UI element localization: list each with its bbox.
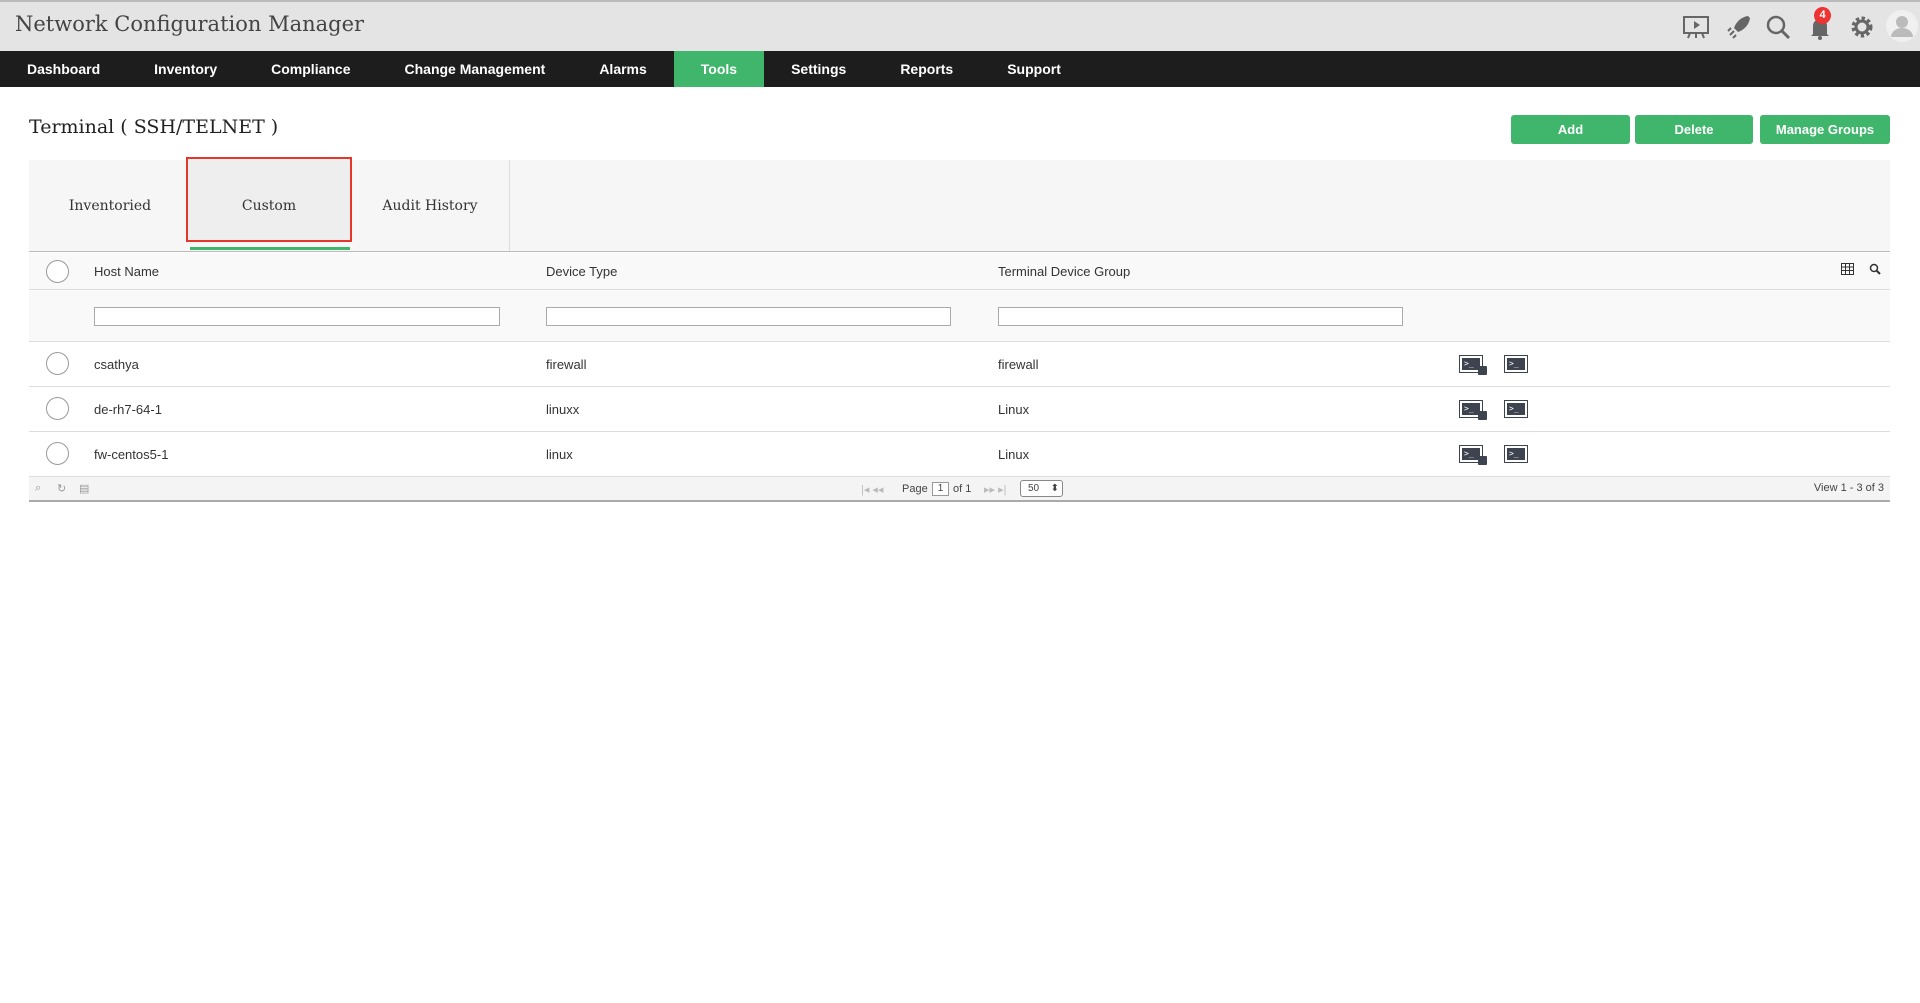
top-bar: Network Configuration Manager [0,0,1920,51]
host-name: csathya [94,357,139,372]
secure-terminal-button[interactable]: >_ [1459,445,1488,466]
terminal-button[interactable]: >_ [1504,355,1528,373]
page-size-select[interactable]: 50 ⬍ [1020,480,1063,497]
gear-icon[interactable] [1848,13,1876,41]
nav-inventory[interactable]: Inventory [154,61,218,77]
columns-grid-icon[interactable] [1841,263,1854,275]
host-name-filter[interactable] [94,307,500,326]
column-host-name[interactable]: Host Name [94,264,160,279]
pager: ⌕ ↻ ▤ |◂ ◂◂ Page 1 of 1 ▸▸ ▸| 50 ⬍ View 1… [29,477,1890,502]
refresh-icon[interactable]: ↻ [57,483,67,495]
select-all-radio[interactable] [46,260,69,283]
page-label: Page [902,483,928,495]
search-icon[interactable] [1869,263,1881,275]
divider [509,160,510,251]
nav-dashboard[interactable]: Dashboard [27,61,101,77]
column-terminal-device-group[interactable]: Terminal Device Group [998,264,1131,279]
rocket-icon[interactable] [1724,13,1752,41]
nav-settings[interactable]: Settings [791,61,847,77]
tab-custom[interactable]: Custom [241,198,297,214]
host-name: fw-centos5-1 [94,447,169,462]
tab-audit-history[interactable]: Audit History [382,198,478,214]
secure-terminal-button[interactable]: >_ [1459,355,1488,376]
device-group: Linux [998,447,1030,462]
delete-button[interactable]: Delete [1635,115,1753,144]
lock-icon [1478,411,1487,420]
device-group-filter[interactable] [998,307,1403,326]
nav-change-management[interactable]: Change Management [404,61,546,77]
avatar[interactable] [1886,10,1918,42]
add-button[interactable]: Add [1511,115,1630,144]
lock-icon [1478,366,1487,375]
column-device-type[interactable]: Device Type [546,264,618,279]
first-page-icon[interactable]: |◂ ◂◂ [861,484,884,496]
nav-support[interactable]: Support [1007,61,1061,77]
device-group: firewall [998,357,1039,372]
columns-icon[interactable]: ▤ [79,483,90,495]
active-tab-indicator [190,247,350,250]
highlight-box [186,157,352,242]
main-nav: Dashboard Inventory Compliance Change Manag… [0,51,1920,87]
app-title: Network Configuration Manager [15,12,365,36]
page-input[interactable]: 1 [932,482,949,496]
table-row: fw-centos5-1 linux Linux >_ >_ [29,432,1890,477]
notification-badge: 4 [1814,7,1831,24]
device-type-filter[interactable] [546,307,951,326]
search-icon[interactable] [1764,13,1792,41]
row-select-radio[interactable] [46,397,69,420]
next-page-icon[interactable]: ▸▸ ▸| [984,484,1007,496]
page-size-value: 50 [1028,483,1040,494]
search-icon[interactable]: ⌕ [35,482,42,494]
table-row: de-rh7-64-1 linuxx Linux >_ >_ [29,387,1890,432]
page-title: Terminal ( SSH/TELNET ) [29,116,279,138]
device-group: Linux [998,402,1030,417]
tab-inventoried[interactable]: Inventoried [68,198,152,214]
nav-alarms[interactable]: Alarms [599,61,647,77]
nav-reports[interactable]: Reports [900,61,954,77]
terminal-button[interactable]: >_ [1504,400,1528,418]
device-type: linux [546,447,573,462]
device-type: firewall [546,357,587,372]
nav-tools[interactable]: Tools [673,51,765,87]
device-type: linuxx [546,402,580,417]
row-select-radio[interactable] [46,442,69,465]
row-select-radio[interactable] [46,352,69,375]
nav-compliance[interactable]: Compliance [271,61,351,77]
presentation-icon[interactable] [1682,13,1710,41]
view-count: View 1 - 3 of 3 [1813,482,1884,494]
host-name: de-rh7-64-1 [94,402,162,417]
terminal-button[interactable]: >_ [1504,445,1528,463]
manage-groups-button[interactable]: Manage Groups [1760,115,1890,144]
table-header: Host Name Device Type Terminal Device Gr… [29,253,1890,290]
secure-terminal-button[interactable]: >_ [1459,400,1488,421]
lock-icon [1478,456,1487,465]
table-row: csathya firewall firewall >_ >_ [29,342,1890,387]
page-count: of 1 [953,483,972,495]
filter-row [29,290,1890,342]
